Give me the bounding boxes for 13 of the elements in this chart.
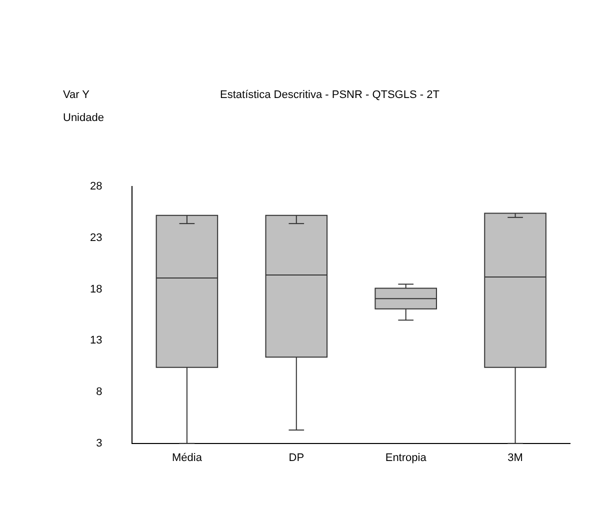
x-tick-label: Média [172,452,203,464]
x-tick-label: Entropia [385,452,428,464]
y-tick-label: 23 [90,232,102,244]
y-tick-label: 3 [96,437,102,450]
y-tick-label: 13 [90,334,102,347]
y-tick-label: 18 [90,283,102,296]
text: Unidade [63,112,104,124]
x-tick-label: 3M [508,452,523,464]
x-tick-label: DP [288,452,304,464]
chart-title: Estatística Descritiva - PSNR - QTSGLS - 2T [220,89,440,101]
text: Var Y [63,89,90,101]
y-tick-label: 28 [90,180,102,193]
y-tick-label: 8 [96,386,102,398]
